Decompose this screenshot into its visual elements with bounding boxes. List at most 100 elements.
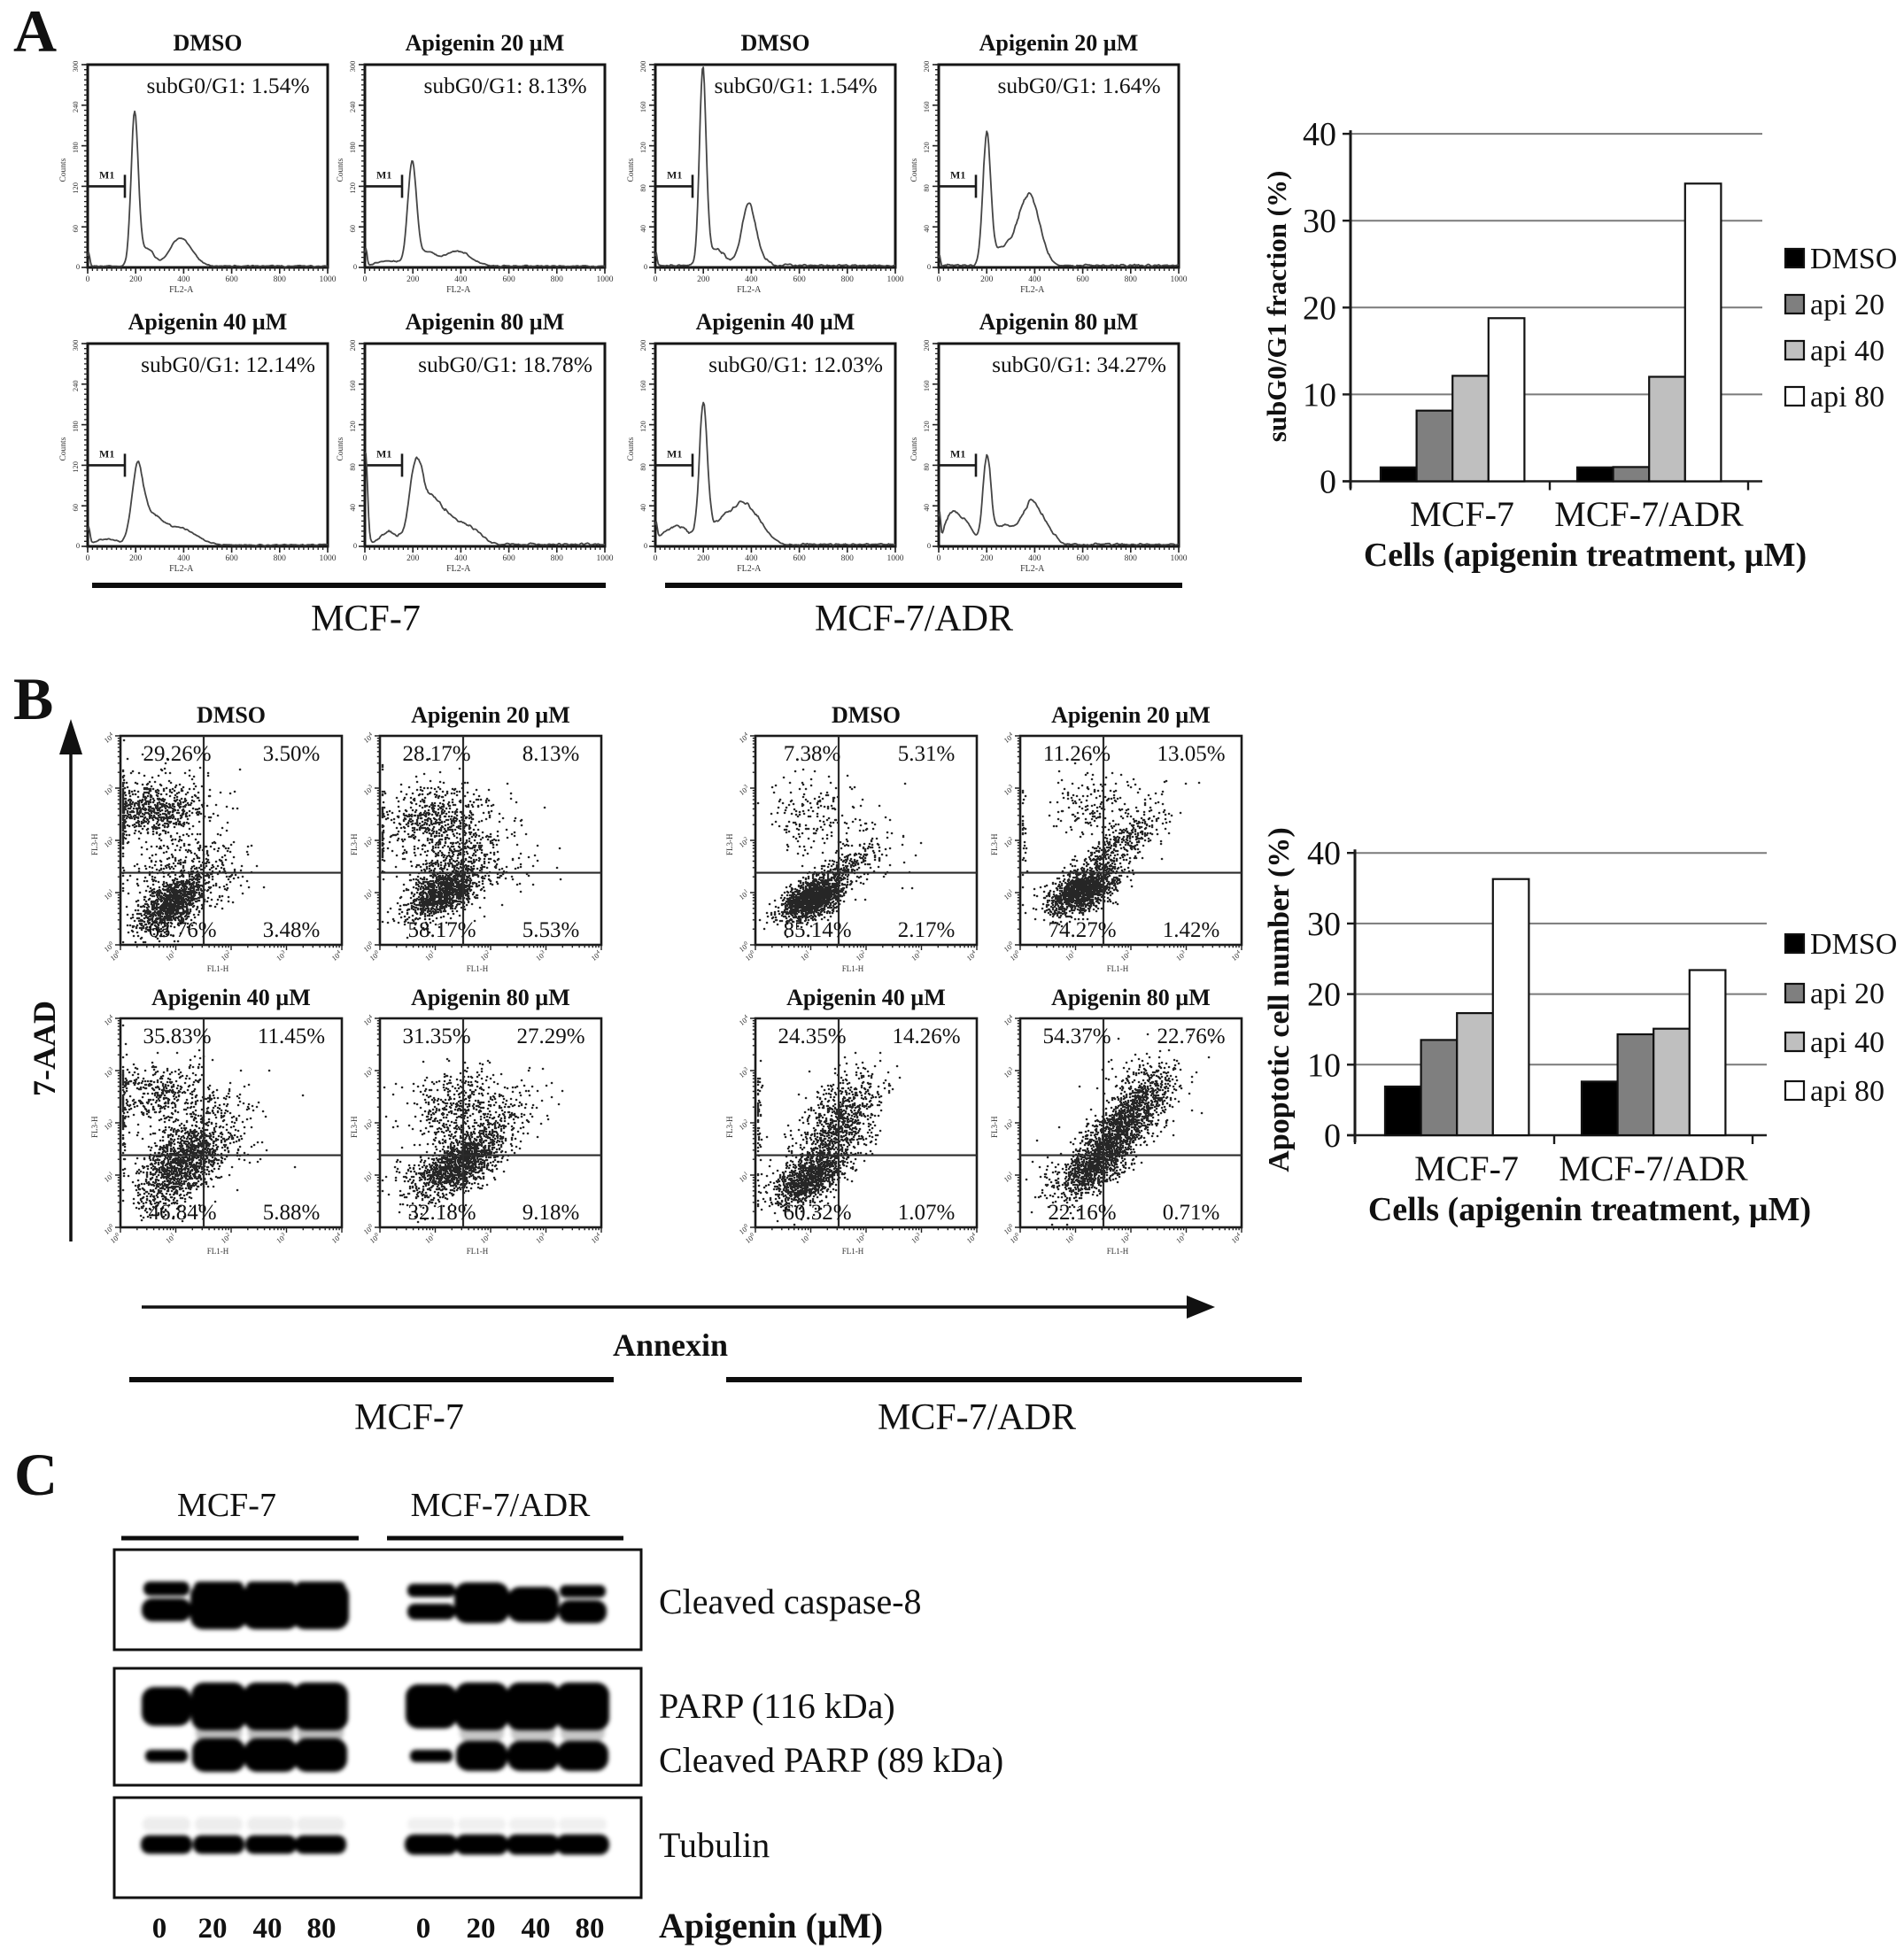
svg-text:400: 400 <box>177 275 190 284</box>
svg-text:A: A <box>13 0 57 65</box>
svg-text:120: 120 <box>348 421 357 432</box>
svg-text:1.42%: 1.42% <box>1163 918 1220 942</box>
svg-text:Apigenin 40 µM: Apigenin 40 µM <box>786 985 946 1010</box>
svg-text:31.35%: 31.35% <box>402 1025 470 1048</box>
svg-text:Counts: Counts <box>627 158 636 182</box>
svg-text:60.32%: 60.32% <box>783 1201 851 1225</box>
svg-text:300: 300 <box>71 61 80 73</box>
svg-text:0: 0 <box>654 554 658 563</box>
svg-text:subG0/G1 fraction (%): subG0/G1 fraction (%) <box>1261 171 1292 443</box>
svg-text:200: 200 <box>697 554 710 563</box>
svg-text:80: 80 <box>576 1913 605 1945</box>
svg-text:subG0/G1: 12.14%: subG0/G1: 12.14% <box>141 352 315 377</box>
svg-text:800: 800 <box>274 275 287 284</box>
svg-text:Apigenin (µM): Apigenin (µM) <box>659 1906 883 1945</box>
svg-text:M1: M1 <box>99 447 114 460</box>
svg-text:160: 160 <box>639 380 647 391</box>
svg-text:5.31%: 5.31% <box>898 742 956 766</box>
svg-text:M1: M1 <box>376 168 391 181</box>
svg-text:28.17%: 28.17% <box>402 742 470 766</box>
svg-text:120: 120 <box>71 182 80 194</box>
svg-text:1000: 1000 <box>1171 554 1188 563</box>
svg-text:160: 160 <box>639 101 647 112</box>
svg-text:Counts: Counts <box>910 158 919 182</box>
svg-text:1000: 1000 <box>597 554 614 563</box>
svg-text:120: 120 <box>922 421 931 432</box>
svg-text:1000: 1000 <box>887 275 904 284</box>
svg-text:180: 180 <box>71 421 80 432</box>
svg-text:800: 800 <box>274 554 287 563</box>
svg-text:FL1-H: FL1-H <box>1107 964 1129 973</box>
svg-text:400: 400 <box>454 275 468 284</box>
svg-text:800: 800 <box>1125 554 1138 563</box>
svg-text:M1: M1 <box>950 447 965 460</box>
svg-text:800: 800 <box>841 275 855 284</box>
svg-text:FL3-H: FL3-H <box>90 1116 99 1138</box>
svg-text:Apigenin 20 µM: Apigenin 20 µM <box>1051 702 1211 728</box>
svg-text:0: 0 <box>644 541 647 550</box>
svg-text:0: 0 <box>937 554 941 563</box>
svg-text:0: 0 <box>363 275 368 284</box>
svg-text:FL1-H: FL1-H <box>842 964 864 973</box>
svg-text:11.45%: 11.45% <box>258 1025 325 1048</box>
svg-text:600: 600 <box>793 554 806 563</box>
svg-text:0: 0 <box>1320 464 1336 501</box>
svg-text:74.27%: 74.27% <box>1048 918 1116 942</box>
svg-text:1.07%: 1.07% <box>898 1201 956 1225</box>
svg-text:80: 80 <box>348 463 357 471</box>
svg-text:10: 10 <box>1303 376 1336 414</box>
svg-text:Cleaved PARP (89 kDa): Cleaved PARP (89 kDa) <box>659 1740 1003 1780</box>
svg-text:FL1-H: FL1-H <box>1107 1247 1129 1256</box>
svg-text:400: 400 <box>1028 275 1041 284</box>
svg-text:85.14%: 85.14% <box>783 918 851 942</box>
svg-text:Apigenin 80 µM: Apigenin 80 µM <box>406 309 565 335</box>
svg-text:0: 0 <box>76 262 80 271</box>
svg-text:120: 120 <box>71 461 80 473</box>
svg-text:subG0/G1: 8.13%: subG0/G1: 8.13% <box>423 73 586 98</box>
svg-text:FL2-A: FL2-A <box>737 285 762 295</box>
svg-text:60: 60 <box>71 225 80 233</box>
svg-text:DMSO: DMSO <box>1810 243 1897 275</box>
svg-text:Apigenin 20 µM: Apigenin 20 µM <box>406 30 565 56</box>
svg-text:MCF-7/ADR: MCF-7/ADR <box>815 599 1013 639</box>
svg-text:FL3-H: FL3-H <box>725 1116 734 1138</box>
svg-text:40: 40 <box>522 1913 551 1945</box>
svg-text:M1: M1 <box>667 168 682 181</box>
svg-text:120: 120 <box>348 182 357 194</box>
svg-text:200: 200 <box>639 61 647 73</box>
svg-text:1000: 1000 <box>320 275 337 284</box>
svg-text:api 40: api 40 <box>1810 1026 1885 1059</box>
svg-text:MCF-7: MCF-7 <box>177 1487 276 1524</box>
svg-text:1000: 1000 <box>1171 275 1188 284</box>
svg-text:180: 180 <box>348 142 357 153</box>
svg-text:120: 120 <box>639 142 647 153</box>
svg-text:35.83%: 35.83% <box>143 1025 211 1048</box>
svg-text:MCF-7/ADR: MCF-7/ADR <box>1559 1149 1748 1188</box>
svg-text:FL2-A: FL2-A <box>169 564 194 574</box>
svg-text:80: 80 <box>922 463 931 471</box>
svg-text:600: 600 <box>502 554 515 563</box>
svg-text:180: 180 <box>71 142 80 153</box>
svg-text:400: 400 <box>745 554 758 563</box>
svg-text:8.13%: 8.13% <box>522 742 580 766</box>
svg-text:MCF-7: MCF-7 <box>311 599 421 639</box>
svg-text:M1: M1 <box>667 447 682 460</box>
svg-text:M1: M1 <box>950 168 965 181</box>
svg-text:0: 0 <box>86 554 90 563</box>
svg-text:22.16%: 22.16% <box>1048 1201 1116 1225</box>
svg-text:FL2-A: FL2-A <box>1020 564 1045 574</box>
svg-text:api 20: api 20 <box>1810 978 1885 1010</box>
svg-text:80: 80 <box>307 1913 337 1945</box>
svg-text:Apigenin 20 µM: Apigenin 20 µM <box>979 30 1139 56</box>
svg-text:300: 300 <box>71 340 80 352</box>
svg-text:Cells (apigenin treatment, µM): Cells (apigenin treatment, µM) <box>1368 1191 1811 1228</box>
svg-text:5.53%: 5.53% <box>522 918 580 942</box>
svg-text:Cells (apigenin treatment, µM): Cells (apigenin treatment, µM) <box>1364 537 1807 574</box>
svg-text:MCF-7/ADR: MCF-7/ADR <box>878 1397 1076 1438</box>
svg-text:api 80: api 80 <box>1810 381 1885 414</box>
svg-text:240: 240 <box>71 380 80 391</box>
svg-text:FL1-H: FL1-H <box>207 964 229 973</box>
svg-text:300: 300 <box>348 61 357 73</box>
svg-text:0: 0 <box>644 262 647 271</box>
svg-text:FL1-H: FL1-H <box>467 1247 489 1256</box>
